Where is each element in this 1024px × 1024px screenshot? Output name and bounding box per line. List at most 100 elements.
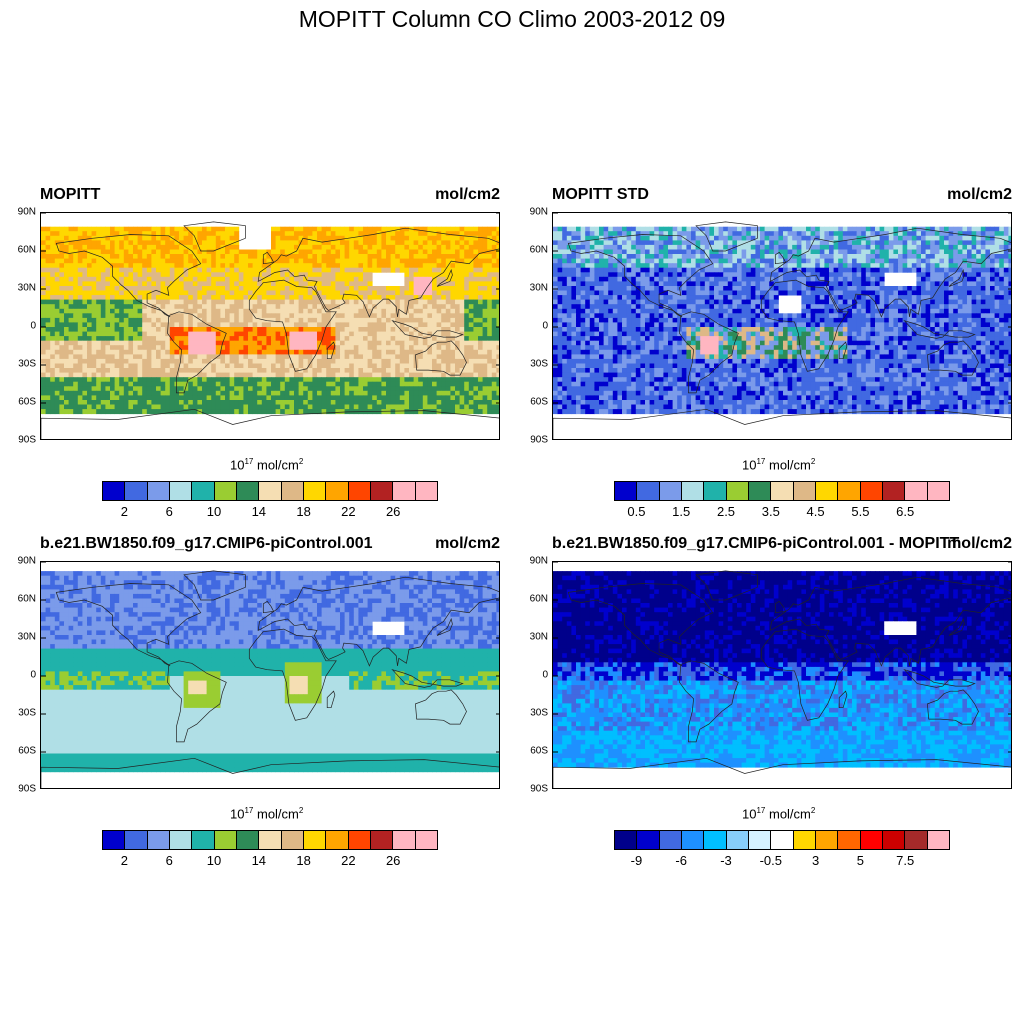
field-cell: [432, 327, 437, 332]
field-cell: [372, 244, 378, 250]
field-cell: [496, 308, 499, 314]
field-cell: [289, 354, 295, 360]
field-cell: [188, 336, 194, 342]
field-cell: [330, 404, 336, 410]
field-cell: [358, 390, 364, 396]
field-cell: [750, 244, 756, 250]
field-cell: [902, 231, 908, 237]
field-cell: [473, 368, 479, 373]
field-cell: [41, 354, 46, 360]
field-cell: [468, 409, 474, 415]
field-cell: [340, 231, 345, 237]
field-cell: [59, 267, 65, 273]
field-cell: [160, 254, 166, 259]
field-cell: [409, 386, 414, 392]
field-cell: [91, 372, 97, 378]
field-cell: [174, 386, 180, 392]
field-cell: [464, 390, 470, 396]
field-cell: [455, 299, 460, 305]
field-cell: [229, 267, 235, 273]
field-cell: [999, 244, 1005, 250]
field-cell: [372, 263, 378, 269]
field-cell: [114, 358, 120, 364]
field-cell: [151, 272, 157, 278]
field-cell: [934, 254, 940, 259]
coastline-madagascar: [326, 341, 336, 360]
field-cell: [68, 276, 74, 282]
field-cell: [238, 258, 244, 264]
field-cell: [317, 290, 322, 296]
field-cell: [96, 390, 102, 396]
field-cell: [576, 249, 581, 255]
field-cell: [902, 244, 908, 250]
field-cell: [796, 240, 802, 246]
field-cell: [427, 386, 433, 392]
field-cell: [326, 386, 332, 392]
field-cell: [376, 240, 382, 246]
field-cell: [82, 272, 88, 278]
field-cell: [275, 331, 281, 337]
field-cell: [289, 258, 295, 264]
field-cell: [271, 340, 276, 346]
field-cell: [77, 281, 83, 287]
field-cell: [215, 386, 221, 392]
field-cell: [399, 331, 405, 337]
field-cell: [307, 240, 313, 246]
field-cell: [562, 226, 568, 232]
colorbar-label: 22: [341, 504, 356, 519]
field-cell: [179, 258, 184, 264]
field-cell: [91, 317, 97, 323]
field-cell: [948, 249, 954, 255]
field-cell: [427, 349, 433, 355]
field-cell: [571, 254, 577, 259]
field-cell: [478, 249, 483, 255]
field-cell: [445, 286, 451, 291]
field-cell: [45, 258, 51, 264]
field-cell: [73, 317, 79, 323]
field-cell: [404, 395, 410, 401]
field-cell: [64, 258, 69, 264]
field-cell: [450, 345, 456, 351]
field-cell: [764, 254, 770, 259]
field-cell: [773, 249, 779, 255]
field-cell: [197, 240, 203, 246]
field-cell: [151, 354, 157, 360]
field-cell: [783, 258, 788, 264]
field-cell: [976, 254, 982, 259]
field-cell: [404, 240, 410, 246]
field-cell: [335, 386, 341, 392]
field-cell: [1008, 258, 1011, 264]
field-cell: [298, 267, 304, 273]
field-cell: [77, 290, 83, 296]
field-cell: [340, 254, 345, 259]
field-cell: [459, 304, 465, 310]
field-cell: [45, 290, 51, 296]
field-cell: [487, 235, 493, 241]
field-cell: [142, 345, 148, 351]
field-cell: [594, 231, 600, 237]
field-cell: [326, 244, 332, 250]
field-cell: [496, 340, 499, 346]
field-cell: [133, 409, 138, 415]
field-cell: [445, 308, 451, 314]
field-cell: [459, 295, 465, 301]
field-cell: [165, 404, 171, 410]
field-cell: [436, 381, 442, 387]
field-cell: [404, 400, 410, 405]
field-cell: [792, 240, 798, 246]
field-cell: [243, 286, 249, 291]
field-cell: [307, 368, 313, 373]
field-cell: [45, 276, 51, 282]
field-cell: [948, 244, 954, 250]
field-cell: [146, 340, 152, 346]
field-cell: [760, 235, 765, 241]
field-cell: [225, 276, 230, 282]
field-cell: [91, 368, 97, 373]
field-cell: [82, 263, 88, 269]
field-cell: [386, 327, 391, 332]
field-cell: [151, 386, 157, 392]
field-cell: [468, 336, 474, 342]
field-cell: [455, 286, 460, 291]
field-cell: [367, 336, 373, 342]
field-cell: [133, 281, 138, 287]
